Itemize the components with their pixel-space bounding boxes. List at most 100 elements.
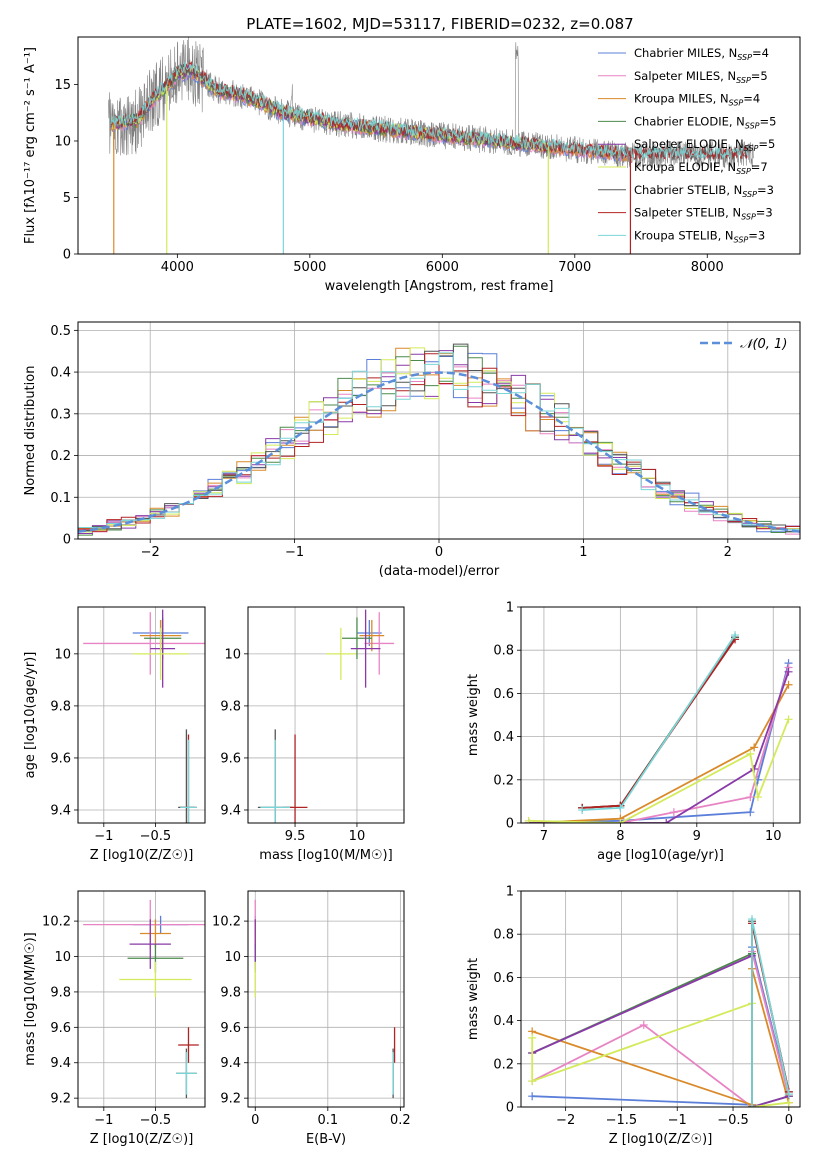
- data-layer: [108, 37, 754, 254]
- y-tick-label: 0: [506, 817, 514, 832]
- y-tick-label: 5: [63, 191, 71, 206]
- y-axis-label: mass weight: [466, 674, 481, 756]
- y-axis-label: mass weight: [466, 958, 481, 1040]
- weight-marker-kroupa-stelib: [731, 631, 740, 640]
- plot-mass-vs-z: −1 −0.5 9.2 9.4 9.6 9.8 10 10.2 Z [log10(Z/Z☉)] m…: [23, 890, 206, 1147]
- x-tick-label: −0.5: [140, 829, 172, 844]
- x-tick-label: 2: [724, 545, 732, 560]
- y-tick-label: 9.4: [220, 1056, 241, 1071]
- y-tick-label: 0: [506, 1101, 514, 1116]
- y-tick-label: 0.4: [493, 1014, 514, 1029]
- x-tick-label: −1: [94, 1113, 113, 1128]
- y-tick-label: 0.6: [493, 687, 514, 702]
- y-tick-label: 15: [54, 78, 71, 93]
- y-tick-label: 9.4: [220, 803, 241, 818]
- weight-line-salpeter-miles: [531, 951, 790, 1107]
- x-tick-label: −1: [285, 545, 304, 560]
- plot-mass-vs-ebv: 0 0.1 0.2 9.2 9.4 9.6 9.8 10 10.2 E(B-V): [212, 890, 411, 1147]
- x-tick-label: −2: [556, 1113, 575, 1128]
- axes-frame: [247, 606, 405, 824]
- weight-line-kroupa-miles: [528, 684, 790, 823]
- weight-marker-kroupa-elodie: [784, 1098, 793, 1107]
- legend-label: Kroupa STELIB, NSSP=3: [634, 228, 765, 244]
- x-tick-label: 0: [785, 1113, 793, 1128]
- y-tick-label: 9.8: [50, 699, 71, 714]
- x-tick-label: 0.1: [317, 1113, 338, 1128]
- x-tick-label: −0.5: [140, 1113, 172, 1128]
- y-tick-label: 9.6: [50, 751, 71, 766]
- weight-marker-kroupa-miles: [750, 743, 759, 752]
- axes-frame: [520, 890, 801, 1108]
- x-axis-label: Z [log10(Z/Z☉)]: [90, 848, 194, 863]
- y-tick-label: 10.2: [212, 915, 241, 930]
- y-tick-label: 0.3: [50, 407, 71, 422]
- plot-age-vs-z: −1 −0.5 9.4 9.6 9.8 10 Z [log10(Z/Z☉)] age [log…: [23, 606, 206, 863]
- legend-label: Kroupa ELODIE, NSSP=7: [634, 160, 768, 176]
- weight-marker-kroupa-stelib: [578, 806, 587, 815]
- y-tick-label: 0.2: [50, 449, 71, 464]
- y-tick-label: 0.4: [493, 730, 514, 745]
- y-axis-label: Flux [fλ10⁻¹⁷ erg cm⁻² s⁻¹ A⁻¹]: [23, 47, 38, 244]
- weight-marker-salpeter-miles: [639, 1020, 648, 1029]
- data-layer: [83, 899, 205, 1099]
- x-tick-label: −2: [141, 545, 160, 560]
- data-layer: [524, 631, 793, 823]
- y-axis-label: Normed distribution: [23, 366, 38, 496]
- y-tick-label: 0: [63, 533, 71, 548]
- y-tick-label: 10: [224, 950, 241, 965]
- weight-marker-kroupa-stelib: [748, 915, 757, 924]
- weight-marker-salpeter-miles: [746, 793, 755, 802]
- y-tick-label: 9.4: [50, 803, 71, 818]
- x-tick-label: −1: [668, 1113, 687, 1128]
- y-tick-label: 0: [63, 248, 71, 263]
- weight-marker-kroupa-elodie: [746, 749, 755, 758]
- weight-marker-salpeter-elodie: [784, 667, 793, 676]
- weight-marker-kroupa-elodie: [524, 816, 533, 823]
- weight-marker-chabrier-miles: [746, 808, 755, 817]
- plot-residuals: −2 −1 0 1 2 0 0.1 0.2 0.3 0.4 0.5 (data-model)/erro…: [23, 321, 801, 579]
- y-tick-label: 9.8: [50, 985, 71, 1000]
- x-tick-label: 9: [693, 829, 701, 844]
- data-layer: [78, 343, 800, 536]
- weight-marker-kroupa-elodie: [528, 1077, 537, 1086]
- x-tick-label: 0: [435, 545, 443, 560]
- data-layer: [83, 609, 205, 823]
- x-axis-label: (data-model)/error: [379, 564, 500, 579]
- y-tick-label: 10: [224, 647, 241, 662]
- plot-mass-weight-vs-z: −2 −1.5 −1 −0.5 0 0 0.2 0.4 0.6 0.8 1 Z [log10(Z/Z☉…: [466, 885, 801, 1147]
- x-axis-label: E(B-V): [306, 1132, 346, 1147]
- x-tick-label: 10: [765, 829, 782, 844]
- weight-marker-kroupa-stelib: [784, 1090, 793, 1099]
- y-tick-label: 0.8: [493, 928, 514, 943]
- x-axis-label: Z [log10(Z/Z☉)]: [90, 1132, 194, 1147]
- weight-marker-salpeter-elodie: [662, 819, 671, 823]
- residual-histogram-salpeter-stelib: [78, 353, 800, 532]
- y-tick-label: 0.2: [493, 773, 514, 788]
- spectrum-legend: Chabrier MILES, NSSP=4 Salpeter MILES, NS…: [598, 46, 776, 244]
- legend-label: Salpeter MILES, NSSP=5: [634, 69, 768, 85]
- x-axis-label: wavelength [Angstrom, rest frame]: [325, 279, 554, 294]
- legend-label: Salpeter ELODIE, NSSP=5: [634, 137, 775, 153]
- x-tick-label: 0.2: [390, 1113, 411, 1128]
- x-tick-label: 0: [251, 1113, 259, 1128]
- x-tick-label: 10: [349, 829, 366, 844]
- weight-marker-kroupa-elodie: [616, 819, 625, 823]
- x-tick-label: −1.5: [606, 1113, 638, 1128]
- x-tick-label: 8000: [691, 260, 724, 275]
- x-tick-label: 7000: [558, 260, 591, 275]
- legend-label: Kroupa MILES, NSSP=4: [634, 92, 760, 108]
- x-tick-label: 6000: [426, 260, 459, 275]
- y-axis-label: age [log10(age/yr)]: [23, 652, 38, 779]
- plot-age-vs-mass: 9.5 10 9.4 9.6 9.8 10 mass [log10(M/M☉)]: [220, 606, 405, 863]
- x-tick-label: −1: [94, 829, 113, 844]
- axes-frame: [77, 36, 801, 255]
- y-axis-label: mass [log10(M/M☉)]: [23, 932, 38, 1065]
- plot-mass-weight-vs-age: 7 8 9 10 0 0.2 0.4 0.6 0.8 1 age [log10(age/yr)] ma…: [466, 601, 801, 863]
- y-tick-label: 9.4: [50, 1056, 71, 1071]
- y-tick-label: 0.4: [50, 366, 71, 381]
- weight-marker-kroupa-elodie: [784, 715, 793, 724]
- data-layer: [528, 915, 793, 1107]
- x-tick-label: 9.5: [285, 829, 306, 844]
